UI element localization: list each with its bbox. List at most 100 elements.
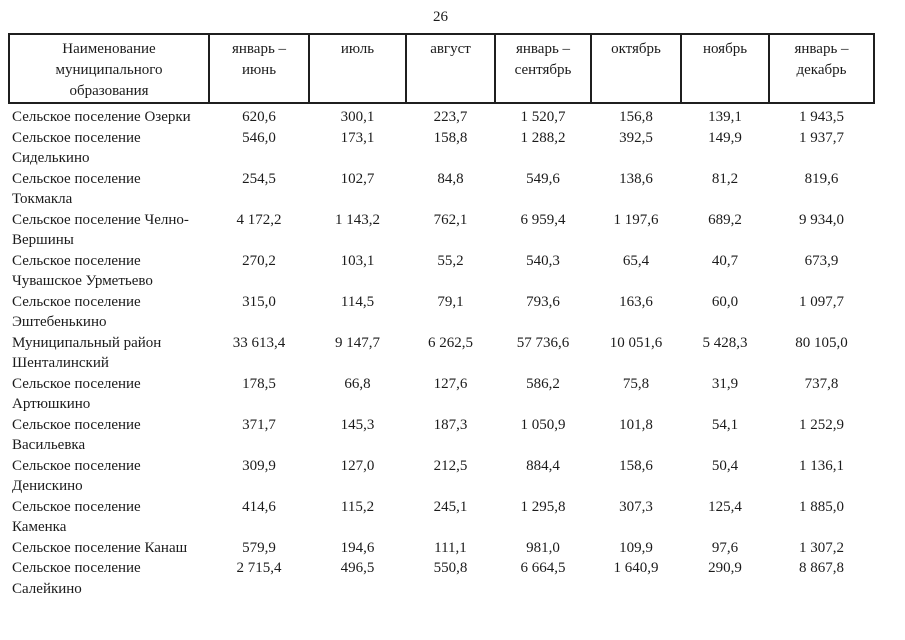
row-value: 6 262,5 [428, 334, 473, 351]
column-header-aug: август [405, 33, 496, 104]
row-value: 6 959,4 [520, 211, 566, 228]
row-value: 540,3 [526, 252, 560, 269]
row-value: 145,3 [340, 416, 375, 433]
column-header-jan-sep: январь – сентябрь [494, 33, 592, 104]
row-value: 125,4 [708, 498, 742, 515]
row-value: 793,6 [526, 293, 560, 310]
row-value: 884,4 [526, 457, 560, 474]
column-header-jan-jun: январь – июнь [208, 33, 310, 104]
row-value: 187,3 [433, 416, 468, 433]
row-value: 579,9 [242, 539, 276, 556]
row-value: 9 147,7 [335, 334, 380, 351]
row-name: Сельское поселение Васильевка [12, 416, 141, 454]
column-header-jan-dec: январь – декабрь [768, 33, 875, 104]
row-value: 194,6 [340, 539, 375, 556]
table-header: Наименование муниципального образования … [8, 33, 875, 104]
row-value: 103,1 [340, 252, 375, 269]
table-row: Сельское поселение Челно- Вершины 4 172,2… [9, 210, 874, 251]
row-value: 1 937,7 [799, 129, 844, 146]
row-value: 212,5 [433, 457, 468, 474]
column-header-jul: июль [308, 33, 407, 104]
table-row: Сельское поселение Денискино 309,9 127,0 21… [9, 456, 874, 497]
row-name: Сельское поселение Чувашское Урметьево [12, 252, 153, 290]
row-value: 156,8 [619, 109, 653, 125]
row-value: 1 252,9 [799, 416, 844, 433]
row-value: 371,7 [242, 416, 276, 433]
row-value: 149,9 [708, 129, 742, 146]
row-value: 158,8 [433, 129, 468, 146]
row-value: 5 428,3 [702, 334, 748, 351]
row-value: 178,5 [242, 375, 276, 392]
row-value: 300,1 [340, 109, 375, 125]
row-value: 84,8 [437, 170, 464, 187]
row-value: 223,7 [433, 109, 468, 125]
row-value: 1 097,7 [799, 293, 844, 310]
row-value: 307,3 [619, 498, 653, 515]
row-name: Сельское поселение Канаш [12, 539, 188, 556]
row-value: 546,0 [242, 129, 276, 146]
row-value: 60,0 [711, 293, 739, 310]
row-name: Сельское поселение Озерки [12, 109, 191, 125]
row-value: 620,6 [242, 109, 276, 125]
table-row: Сельское поселение Каменка 414,6 115,2 245,… [9, 497, 874, 538]
row-value: 114,5 [340, 293, 375, 310]
row-name: Сельское поселение Токмакла [12, 170, 141, 208]
row-value: 8 867,8 [799, 560, 844, 576]
table-row: Сельское поселение Канаш 579,9 194,6 111,1 9… [9, 538, 874, 559]
row-value: 54,1 [711, 416, 739, 433]
row-value: 109,9 [619, 539, 653, 556]
row-value: 270,2 [242, 252, 276, 269]
row-value: 689,2 [708, 211, 742, 228]
row-value: 981,0 [526, 539, 560, 556]
row-value: 163,6 [619, 293, 653, 310]
table-row: Сельское поселение Васильевка 371,7 145,3 1… [9, 415, 874, 456]
row-value: 4 172,2 [236, 211, 282, 228]
row-value: 762,1 [433, 211, 468, 228]
row-value: 1 288,2 [520, 129, 566, 146]
row-value: 1 143,2 [335, 211, 380, 228]
row-value: 80 105,0 [795, 334, 848, 351]
row-value: 1 885,0 [799, 498, 844, 515]
row-value: 173,1 [340, 129, 375, 146]
row-value: 290,9 [708, 560, 742, 576]
row-name: Сельское поселение Салейкино [12, 560, 141, 597]
row-value: 1 197,6 [613, 211, 659, 228]
row-value: 65,4 [622, 252, 650, 269]
row-value: 31,9 [711, 375, 739, 392]
row-value: 66,8 [344, 375, 371, 392]
row-value: 97,6 [711, 539, 739, 556]
row-value: 1 520,7 [520, 109, 566, 125]
row-value: 550,8 [433, 560, 468, 576]
table-row: Сельское поселение Салейкино 2 715,4 496,5… [9, 558, 874, 599]
municipal-stats-table: Наименование муниципального образования … [8, 33, 875, 599]
row-value: 139,1 [708, 109, 742, 125]
row-value: 9 934,0 [799, 211, 844, 228]
row-value: 309,9 [242, 457, 276, 474]
row-name: Сельское поселение Каменка [12, 498, 141, 536]
row-value: 1 307,2 [799, 539, 844, 556]
row-name: Муниципальный район Шенталинский [12, 334, 162, 372]
row-value: 127,6 [433, 375, 468, 392]
row-value: 127,0 [340, 457, 375, 474]
column-header-oct: октябрь [590, 33, 682, 104]
row-value: 496,5 [340, 560, 375, 576]
row-value: 33 613,4 [232, 334, 286, 351]
row-value: 6 664,5 [520, 560, 566, 576]
row-value: 1 295,8 [520, 498, 566, 515]
table-row: Сельское поселение Озерки 620,6 300,1 223,7… [9, 103, 874, 128]
row-value: 1 050,9 [520, 416, 566, 433]
row-value: 414,6 [242, 498, 276, 515]
row-name: Сельское поселение Эштебенькино [12, 293, 141, 331]
table-row: Сельское поселение Артюшкино 178,5 66,8 127… [9, 374, 874, 415]
row-value: 586,2 [526, 375, 560, 392]
column-header-name: Наименование муниципального образования [8, 33, 210, 104]
row-value: 81,2 [711, 170, 739, 187]
table-header-row: Наименование муниципального образования … [8, 33, 875, 104]
row-value: 254,5 [242, 170, 276, 187]
row-value: 50,4 [711, 457, 739, 474]
row-value: 102,7 [340, 170, 375, 187]
table-row: Сельское поселение Чувашское Урметьево 27… [9, 251, 874, 292]
column-header-nov: ноябрь [680, 33, 770, 104]
table-body: Сельское поселение Озерки 620,6 300,1 223,7… [9, 103, 874, 599]
